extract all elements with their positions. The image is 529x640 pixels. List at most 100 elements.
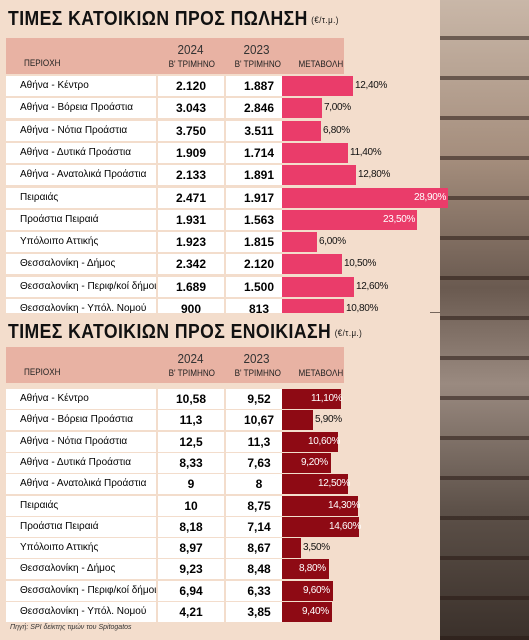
rent-row: Αθήνα - Νότια Προάστια 12,5 11,3 10,60%	[6, 431, 436, 454]
rent-change-bar	[282, 431, 338, 452]
sale-change-bar	[282, 209, 417, 230]
sale-region-name: Αθήνα - Ανατολικά Προάστια	[6, 165, 156, 186]
sale-value-2024: 3.043	[158, 98, 224, 119]
sale-header: ΠΕΡΙΟΧΗ 2024 Β' ΤΡΙΜΗΝΟ 2023 Β' ΤΡΙΜΗΝΟ …	[6, 38, 344, 74]
sale-row: Προάστια Πειραιά 1.931 1.563 23,50%	[6, 209, 436, 232]
rent-change-bar	[282, 410, 313, 431]
sale-header-2024: 2024	[177, 42, 204, 57]
sale-change-label: 11,40%	[350, 146, 382, 158]
rent-unit: (€/τ.μ.)	[334, 327, 363, 338]
sale-change-bar	[282, 276, 354, 297]
sale-value-2024: 3.750	[158, 120, 224, 141]
rent-region-name: Θεσσαλονίκη - Υπόλ. Νομού	[6, 602, 156, 622]
sale-header-2023: 2023	[243, 42, 270, 57]
rent-value-2024: 10,58	[158, 389, 224, 409]
rent-value-2024: 10	[158, 495, 224, 516]
sale-change-bar	[282, 165, 356, 186]
rent-header-change: ΜΕΤΑΒΟΛΗ	[298, 368, 344, 378]
sale-region-name: Προάστια Πειραιά	[6, 209, 156, 230]
rent-value-2024: 12,5	[158, 431, 224, 452]
rent-header-region: ΠΕΡΙΟΧΗ	[24, 367, 61, 377]
rent-change-label: 3,50%	[303, 542, 330, 554]
rent-row: Θεσσαλονίκη - Υπόλ. Νομού 4,21 3,85 9,40%	[6, 602, 436, 624]
rent-value-2024: 4,21	[158, 602, 224, 622]
sale-value-2023: 1.500	[226, 276, 292, 297]
sale-change-label: 28,90%	[414, 191, 447, 203]
sale-row: Πειραιάς 2.471 1.917 28,90%	[6, 187, 448, 210]
rent-row: Αθήνα - Βόρεια Προάστια 11,3 10,67 5,90%	[6, 410, 436, 432]
sale-change-label: 12,80%	[358, 169, 391, 181]
sale-change-bar	[282, 254, 342, 275]
sale-change-bar	[282, 142, 348, 163]
rent-change-label: 12,50%	[318, 478, 351, 490]
rent-header: ΠΕΡΙΟΧΗ 2024 Β' ΤΡΙΜΗΝΟ 2023 Β' ΤΡΙΜΗΝΟ …	[6, 347, 344, 383]
rent-value-2023: 8,48	[226, 559, 292, 580]
sale-value-2023: 1.815	[226, 232, 292, 253]
rent-value-2023: 7,63	[226, 452, 292, 473]
sale-header-change: ΜΕΤΑΒΟΛΗ	[298, 59, 344, 69]
rent-change-bar	[282, 602, 332, 622]
rent-region-name: Αθήνα - Δυτικά Προάστια	[6, 452, 156, 473]
sale-change-label: 10,50%	[344, 258, 377, 270]
sale-region-name: Υπόλοιπο Αττικής	[6, 232, 156, 253]
rent-value-2023: 7,14	[226, 516, 292, 537]
rent-change-label: 5,90%	[315, 414, 342, 426]
sale-change-label: 23,50%	[383, 213, 416, 225]
rent-change-label: 11,10%	[311, 393, 343, 404]
rent-value-2024: 11,3	[158, 410, 224, 431]
sale-value-2024: 1.923	[158, 232, 224, 253]
sale-change-label: 6,00%	[319, 236, 346, 248]
source-note: Πηγή: SPI δείκτης τιμών του Spitogatos	[10, 624, 132, 631]
sale-row: Αθήνα - Ανατολικά Προάστια 2.133 1.891 12,8…	[6, 165, 436, 187]
rent-value-2024: 8,33	[158, 452, 224, 473]
rent-change-label: 14,60%	[329, 520, 362, 532]
sale-value-2023: 1.714	[226, 142, 292, 163]
rent-row: Αθήνα - Κέντρο 10,58 9,52 11,10%	[6, 389, 436, 411]
sale-value-2023: 1.917	[226, 187, 292, 208]
rent-region-name: Αθήνα - Νότια Προάστια	[6, 431, 156, 452]
rent-change-bar	[282, 474, 348, 495]
sale-change-label: 12,40%	[355, 80, 388, 91]
rent-region-name: Αθήνα - Κέντρο	[6, 389, 156, 409]
sale-panel: ΤΙΜΕΣ ΚΑΤΟΙΚΙΩΝ ΠΡΟΣ ΠΩΛΗΣΗ (€/τ.μ.) ΠΕΡΙ…	[0, 0, 448, 319]
rent-value-2024: 6,94	[158, 580, 224, 601]
sale-value-2024: 1.909	[158, 142, 224, 163]
rent-row: Υπόλοιπο Αττικής 8,97 8,67 3,50%	[6, 538, 436, 560]
sale-row: Υπόλοιπο Αττικής 1.923 1.815 6,00%	[6, 232, 436, 254]
sale-change-bar	[282, 187, 448, 208]
rent-value-2024: 9	[158, 474, 224, 495]
rent-value-2024: 8,97	[158, 538, 224, 559]
rent-region-name: Προάστια Πειραιά	[6, 516, 156, 537]
sale-region-name: Αθήνα - Κέντρο	[6, 76, 156, 96]
rent-title: ΤΙΜΕΣ ΚΑΤΟΙΚΙΩΝ ΠΡΟΣ ΕΝΟΙΚΙΑΣΗ (€/τ.μ.)	[8, 321, 363, 343]
rent-header-2023-sub: Β' ΤΡΙΜΗΝΟ	[234, 368, 281, 378]
rent-region-name: Θεσσαλονίκη - Δήμος	[6, 559, 156, 580]
rent-row: Θεσσαλονίκη - Δήμος 9,23 8,48 8,80%	[6, 559, 436, 581]
sale-change-bar	[282, 98, 322, 119]
rent-change-label: 9,60%	[303, 584, 330, 596]
rent-change-bar	[282, 538, 301, 559]
rent-region-name: Αθήνα - Ανατολικά Προάστια	[6, 474, 156, 495]
rent-row: Θεσσαλονίκη - Περιφ/κοί δήμοι 6,94 6,33 9,6…	[6, 580, 436, 603]
sale-row: Αθήνα - Νότια Προάστια 3.750 3.511 6,80%	[6, 120, 436, 143]
sale-region-name: Θεσσαλονίκη - Δήμος	[6, 254, 156, 275]
sale-value-2024: 2.471	[158, 187, 224, 208]
rent-header-2024: 2024	[177, 351, 204, 366]
sale-change-label: 10,80%	[346, 303, 379, 314]
rent-panel: ΤΙΜΕΣ ΚΑΤΟΙΚΙΩΝ ΠΡΟΣ ΕΝΟΙΚΙΑΣΗ (€/τ.μ.) Π…	[0, 313, 440, 640]
sale-value-2024: 1.931	[158, 209, 224, 230]
sale-row: Θεσσαλονίκη - Περιφ/κοί δήμοι 1.689 1.500 1…	[6, 276, 436, 299]
sale-change-bar	[282, 76, 353, 96]
rent-change-bar	[282, 452, 331, 473]
sale-change-label: 12,60%	[356, 280, 389, 292]
rent-region-name: Αθήνα - Βόρεια Προάστια	[6, 410, 156, 431]
sale-value-2024: 2.342	[158, 254, 224, 275]
sale-title: ΤΙΜΕΣ ΚΑΤΟΙΚΙΩΝ ΠΡΟΣ ΠΩΛΗΣΗ (€/τ.μ.)	[8, 8, 339, 30]
sale-value-2023: 1.563	[226, 209, 292, 230]
sale-row: Αθήνα - Δυτικά Προάστια 1.909 1.714 11,40%	[6, 142, 436, 165]
sale-change-bar	[282, 120, 321, 141]
sale-row: Αθήνα - Κέντρο 2.120 1.887 12,40%	[6, 76, 436, 98]
rent-region-name: Πειραιάς	[6, 495, 156, 516]
sale-value-2023: 2.120	[226, 254, 292, 275]
sale-header-region: ΠΕΡΙΟΧΗ	[24, 58, 61, 68]
